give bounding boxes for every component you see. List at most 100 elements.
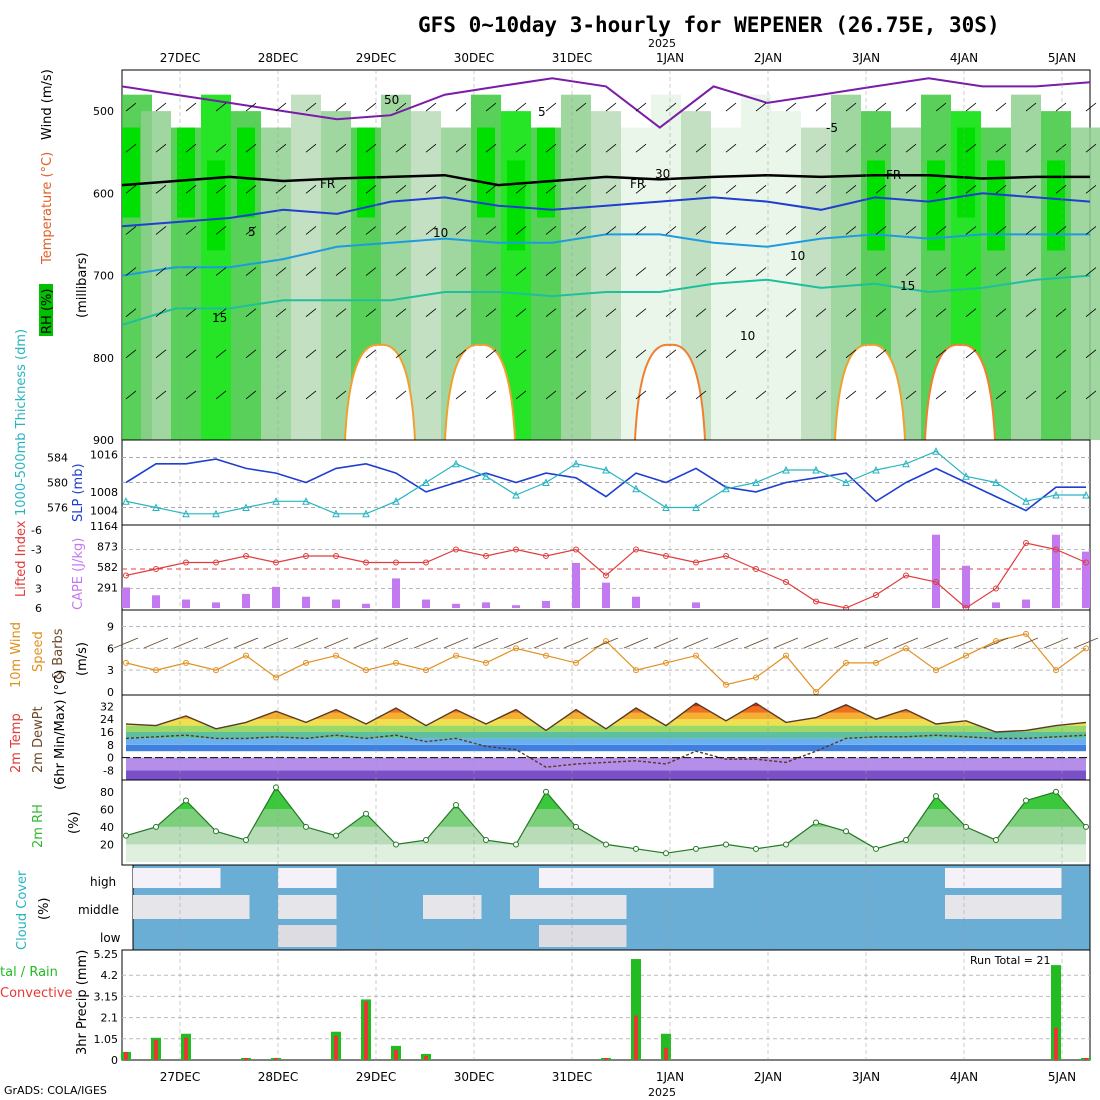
wind-barb-10m — [1073, 637, 1099, 649]
rh-point — [633, 845, 639, 852]
wind-barb — [665, 267, 677, 276]
slp-label: SLP (mb) — [71, 463, 86, 522]
wind-barb-10m — [653, 637, 679, 649]
wind-barb — [725, 390, 737, 400]
wind-barb — [515, 185, 527, 194]
wind-barb-10m — [953, 637, 979, 649]
wind-barb — [305, 143, 317, 153]
rh2m-units: (%) — [67, 812, 82, 835]
wind-barb-10m — [503, 637, 529, 649]
cape-bar — [1022, 599, 1030, 608]
temp-label-3: (6hr Min/Max) (°C) — [53, 670, 68, 790]
wind-barb — [815, 143, 827, 153]
thickness-point — [812, 465, 820, 474]
wind-barb — [305, 308, 317, 317]
precip-total-bar — [631, 959, 641, 1060]
wind-barb — [455, 390, 467, 400]
lifted-index-point — [333, 553, 339, 559]
wind-barb — [995, 349, 1007, 359]
wind-speed-point — [783, 652, 789, 659]
wind-barb — [875, 143, 887, 153]
wind-tick: 3 — [107, 664, 114, 677]
wind-barb — [515, 349, 527, 359]
wind-barb — [545, 308, 557, 317]
rh-shading-core — [867, 160, 885, 251]
precip-grid — [122, 974, 1090, 1040]
wind-barb — [665, 185, 677, 194]
temperature-band — [126, 751, 1086, 758]
wind-barb — [455, 267, 467, 276]
wind-barb — [365, 102, 377, 112]
cloud-cell-middle — [191, 895, 221, 919]
wind-barb — [875, 226, 887, 235]
wind-barb — [725, 226, 737, 235]
cloud-marks — [133, 868, 1062, 947]
wind-barb — [1085, 185, 1097, 194]
cape-bar — [422, 599, 430, 608]
precip-bars — [121, 959, 1091, 1060]
wind-barb — [185, 390, 197, 400]
wind-barb — [635, 267, 647, 276]
cape-bar — [152, 595, 160, 608]
wind-barb — [875, 308, 887, 317]
lifted-index-point — [303, 553, 309, 559]
rh-point — [453, 801, 459, 808]
isotherm-line — [121, 173, 1090, 187]
wind-barb — [725, 308, 737, 317]
rh-point — [933, 793, 939, 800]
wind-barb — [1055, 226, 1067, 235]
wind-speed-point — [993, 638, 999, 645]
wind-barb — [575, 349, 587, 359]
wind-barb — [155, 308, 167, 317]
wind-barb-10m — [863, 637, 889, 649]
wind-barb — [155, 143, 167, 153]
rh-point — [123, 832, 129, 839]
rh-shading-column — [741, 94, 771, 441]
wind-barb — [1085, 143, 1097, 153]
precip-panel: 0 1.05 2.1 3.15 4.2 5.25 Run Total = 21 tal /… — [0, 948, 1091, 1067]
wind-barb — [485, 308, 497, 317]
wind-barb — [545, 390, 557, 400]
vertical-date-grid — [179, 70, 1063, 1060]
bottom-date-label: 31DEC — [552, 1070, 592, 1084]
wind-speed-point — [843, 659, 849, 666]
warm-contour — [924, 343, 996, 441]
cloud-level-high: high — [90, 875, 116, 889]
thickness-point — [182, 509, 190, 518]
rh-shading-core — [357, 127, 375, 218]
wind-barb-10m — [323, 637, 349, 649]
wind-barb — [785, 143, 797, 153]
precip-tick: 4.2 — [101, 969, 119, 982]
cloud-units: (%) — [37, 898, 52, 921]
lifted-index-point — [873, 592, 879, 598]
wind-barb — [845, 308, 857, 317]
bottom-date-label: 5JAN — [1048, 1070, 1076, 1084]
temperature-tick: 16 — [100, 726, 114, 739]
wind-barb — [785, 390, 797, 400]
slp-tick: 1016 — [90, 448, 118, 461]
cloud-cell-middle — [945, 895, 975, 919]
wind-barb — [305, 267, 317, 276]
rh-point — [813, 819, 819, 826]
wind-barb — [245, 308, 257, 317]
wind-barb-10m — [113, 637, 139, 649]
cloud-cell-middle — [162, 895, 192, 919]
lifted-index-point — [123, 572, 129, 579]
cloud-cell-low — [278, 925, 308, 947]
wind-barb — [125, 143, 137, 153]
thickness-point — [512, 490, 520, 499]
thickness-tick: 576 — [47, 502, 68, 515]
cape-bar — [482, 602, 490, 608]
lifted-index-point — [783, 579, 789, 585]
thickness-point — [992, 478, 1000, 486]
wind-barb — [605, 143, 617, 153]
thickness-slp-axis: 576 580 584 1004 1008 1016 — [47, 448, 118, 517]
wind-barb — [605, 102, 617, 112]
wind-barb — [965, 349, 977, 359]
wind-barb — [1025, 226, 1037, 235]
cloud-cell-middle — [452, 895, 482, 919]
wind-barb — [485, 267, 497, 276]
precip-ylabel: 3hr Precip (mm) — [75, 950, 90, 1055]
wind-speed-point — [363, 667, 369, 674]
precip-tick: 0 — [111, 1054, 118, 1067]
